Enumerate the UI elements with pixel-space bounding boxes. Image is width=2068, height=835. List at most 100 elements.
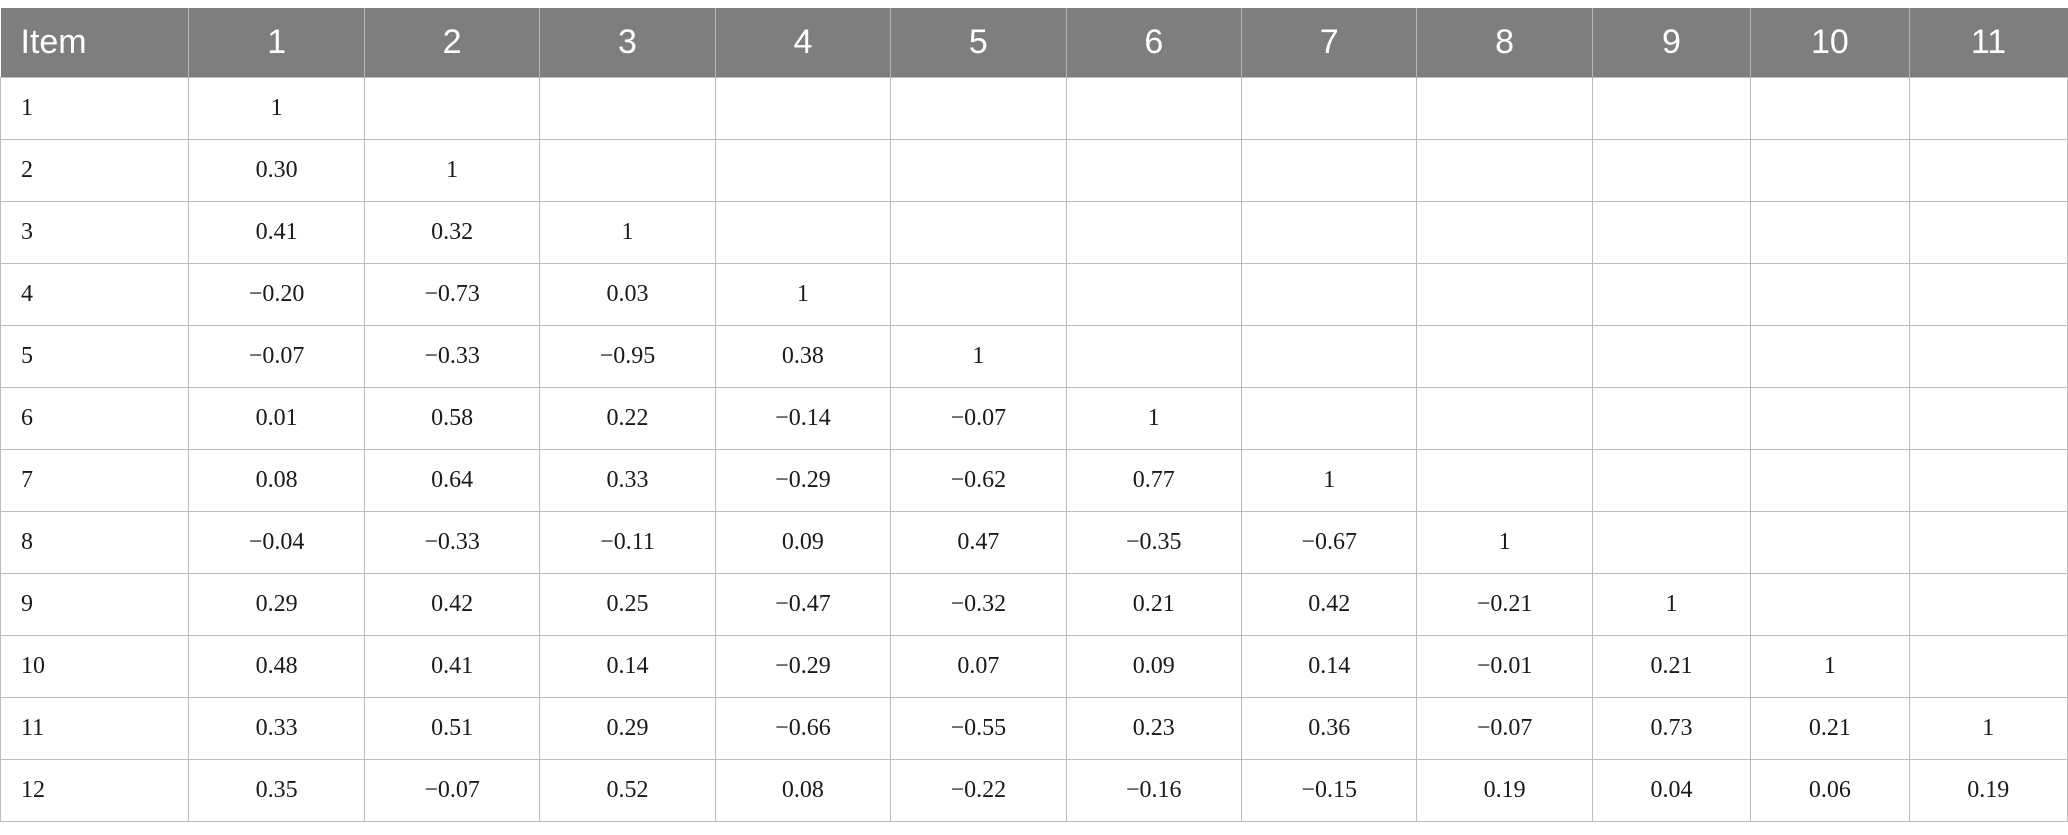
row-label: 7 (0, 449, 190, 512)
table-cell: 0.14 (1240, 635, 1418, 698)
table-cell (1908, 449, 2068, 512)
row-label: 5 (0, 325, 190, 388)
table-cell: 0.30 (188, 139, 365, 202)
table-cell: 0.21 (1065, 573, 1242, 636)
table-cell (539, 77, 716, 140)
table-cell (1065, 201, 1242, 264)
table-cell: 0.21 (1750, 697, 1910, 760)
table-cell (1750, 325, 1910, 388)
table-cell (1416, 139, 1593, 202)
table-row: 3 0.41 0.32 1 (0, 201, 2068, 264)
table-cell (1750, 139, 1910, 202)
table-cell: 1 (1065, 387, 1242, 450)
table-cell (1591, 201, 1752, 264)
table-body: 1 1 2 0.30 1 3 0.41 0.32 1 4 −0.20 −0.73 0.03 1 5 −0.07… (0, 77, 2068, 822)
table-cell: −0.47 (714, 573, 892, 636)
row-label: 8 (0, 511, 190, 574)
table-cell: 0.58 (363, 387, 541, 450)
table-cell (1908, 325, 2068, 388)
column-header-item: Item (0, 8, 189, 78)
column-header-11: 11 (1908, 8, 2068, 78)
table-cell: 1 (539, 201, 716, 264)
table-cell: −0.67 (1240, 511, 1418, 574)
table-cell (1240, 263, 1418, 326)
table-cell (1416, 201, 1593, 264)
table-cell (890, 139, 1067, 202)
correlation-table: Item 1 2 3 4 5 6 7 8 9 10 11 1 1 2 0.30 1 3 0.41 0.32 1 4 −0.… (0, 8, 2068, 822)
table-cell: 0.41 (363, 635, 541, 698)
table-cell (1908, 635, 2068, 698)
table-cell (1908, 573, 2068, 636)
table-cell (1240, 325, 1418, 388)
table-cell (1750, 387, 1910, 450)
table-cell (890, 77, 1067, 140)
table-cell: 0.07 (890, 635, 1067, 698)
table-cell: 0.09 (714, 511, 892, 574)
table-cell: −0.29 (714, 635, 892, 698)
table-cell: 0.14 (539, 635, 716, 698)
table-cell (1750, 573, 1910, 636)
row-label: 12 (0, 759, 190, 822)
table-cell (1065, 263, 1242, 326)
table-cell: 1 (1416, 511, 1593, 574)
table-cell: 0.06 (1750, 759, 1910, 822)
column-header-9: 9 (1591, 8, 1751, 78)
table-cell: −0.95 (539, 325, 716, 388)
table-cell: −0.20 (188, 263, 365, 326)
table-cell: −0.35 (1065, 511, 1242, 574)
table-cell: −0.07 (1416, 697, 1593, 760)
table-cell: 1 (1750, 635, 1910, 698)
table-cell: 0.03 (539, 263, 716, 326)
table-cell (890, 201, 1067, 264)
row-label: 2 (0, 139, 190, 202)
table-cell: −0.32 (890, 573, 1067, 636)
table-row: 11 0.33 0.51 0.29 −0.66 −0.55 0.23 0.36 −0.07 0.7… (0, 697, 2068, 760)
table-cell (1240, 387, 1418, 450)
column-header-1: 1 (188, 8, 365, 78)
table-row: 8 −0.04 −0.33 −0.11 0.09 0.47 −0.35 −0.67 1 (0, 511, 2068, 574)
table-row: 7 0.08 0.64 0.33 −0.29 −0.62 0.77 1 (0, 449, 2068, 512)
table-cell: −0.62 (890, 449, 1067, 512)
table-row: 10 0.48 0.41 0.14 −0.29 0.07 0.09 0.14 −0.01 0.21… (0, 635, 2068, 698)
table-cell (714, 77, 892, 140)
table-row: 5 −0.07 −0.33 −0.95 0.38 1 (0, 325, 2068, 388)
table-cell (1591, 263, 1752, 326)
table-cell (1750, 77, 1910, 140)
row-label: 1 (0, 77, 190, 140)
table-cell (714, 139, 892, 202)
table-cell (1591, 139, 1752, 202)
row-label: 6 (0, 387, 190, 450)
table-cell (1750, 263, 1910, 326)
column-header-6: 6 (1065, 8, 1242, 78)
table-cell (1065, 139, 1242, 202)
table-cell: 0.32 (363, 201, 541, 264)
table-cell (1065, 77, 1242, 140)
table-cell: 1 (188, 77, 365, 140)
column-header-3: 3 (539, 8, 716, 78)
table-cell: 0.25 (539, 573, 716, 636)
table-cell (1591, 449, 1752, 512)
table-cell: −0.55 (890, 697, 1067, 760)
table-cell: 0.35 (188, 759, 365, 822)
table-cell (1591, 325, 1752, 388)
table-cell: 1 (1591, 573, 1752, 636)
table-cell (1908, 201, 2068, 264)
table-cell (1750, 201, 1910, 264)
table-cell: −0.07 (363, 759, 541, 822)
table-cell: 0.19 (1416, 759, 1593, 822)
table-row: 2 0.30 1 (0, 139, 2068, 202)
table-cell (363, 77, 541, 140)
column-header-10: 10 (1750, 8, 1910, 78)
correlation-table-container: Item 1 2 3 4 5 6 7 8 9 10 11 1 1 2 0.30 1 3 0.41 0.32 1 4 −0.… (0, 8, 2068, 822)
table-cell: 0.42 (363, 573, 541, 636)
table-row: 9 0.29 0.42 0.25 −0.47 −0.32 0.21 0.42 −0.21 1 (0, 573, 2068, 636)
table-cell: −0.21 (1416, 573, 1593, 636)
table-cell: 0.36 (1240, 697, 1418, 760)
table-cell (1750, 449, 1910, 512)
column-header-5: 5 (890, 8, 1067, 78)
row-label: 11 (0, 697, 190, 760)
table-cell: 0.29 (539, 697, 716, 760)
table-cell (1416, 77, 1593, 140)
table-cell (1240, 77, 1418, 140)
